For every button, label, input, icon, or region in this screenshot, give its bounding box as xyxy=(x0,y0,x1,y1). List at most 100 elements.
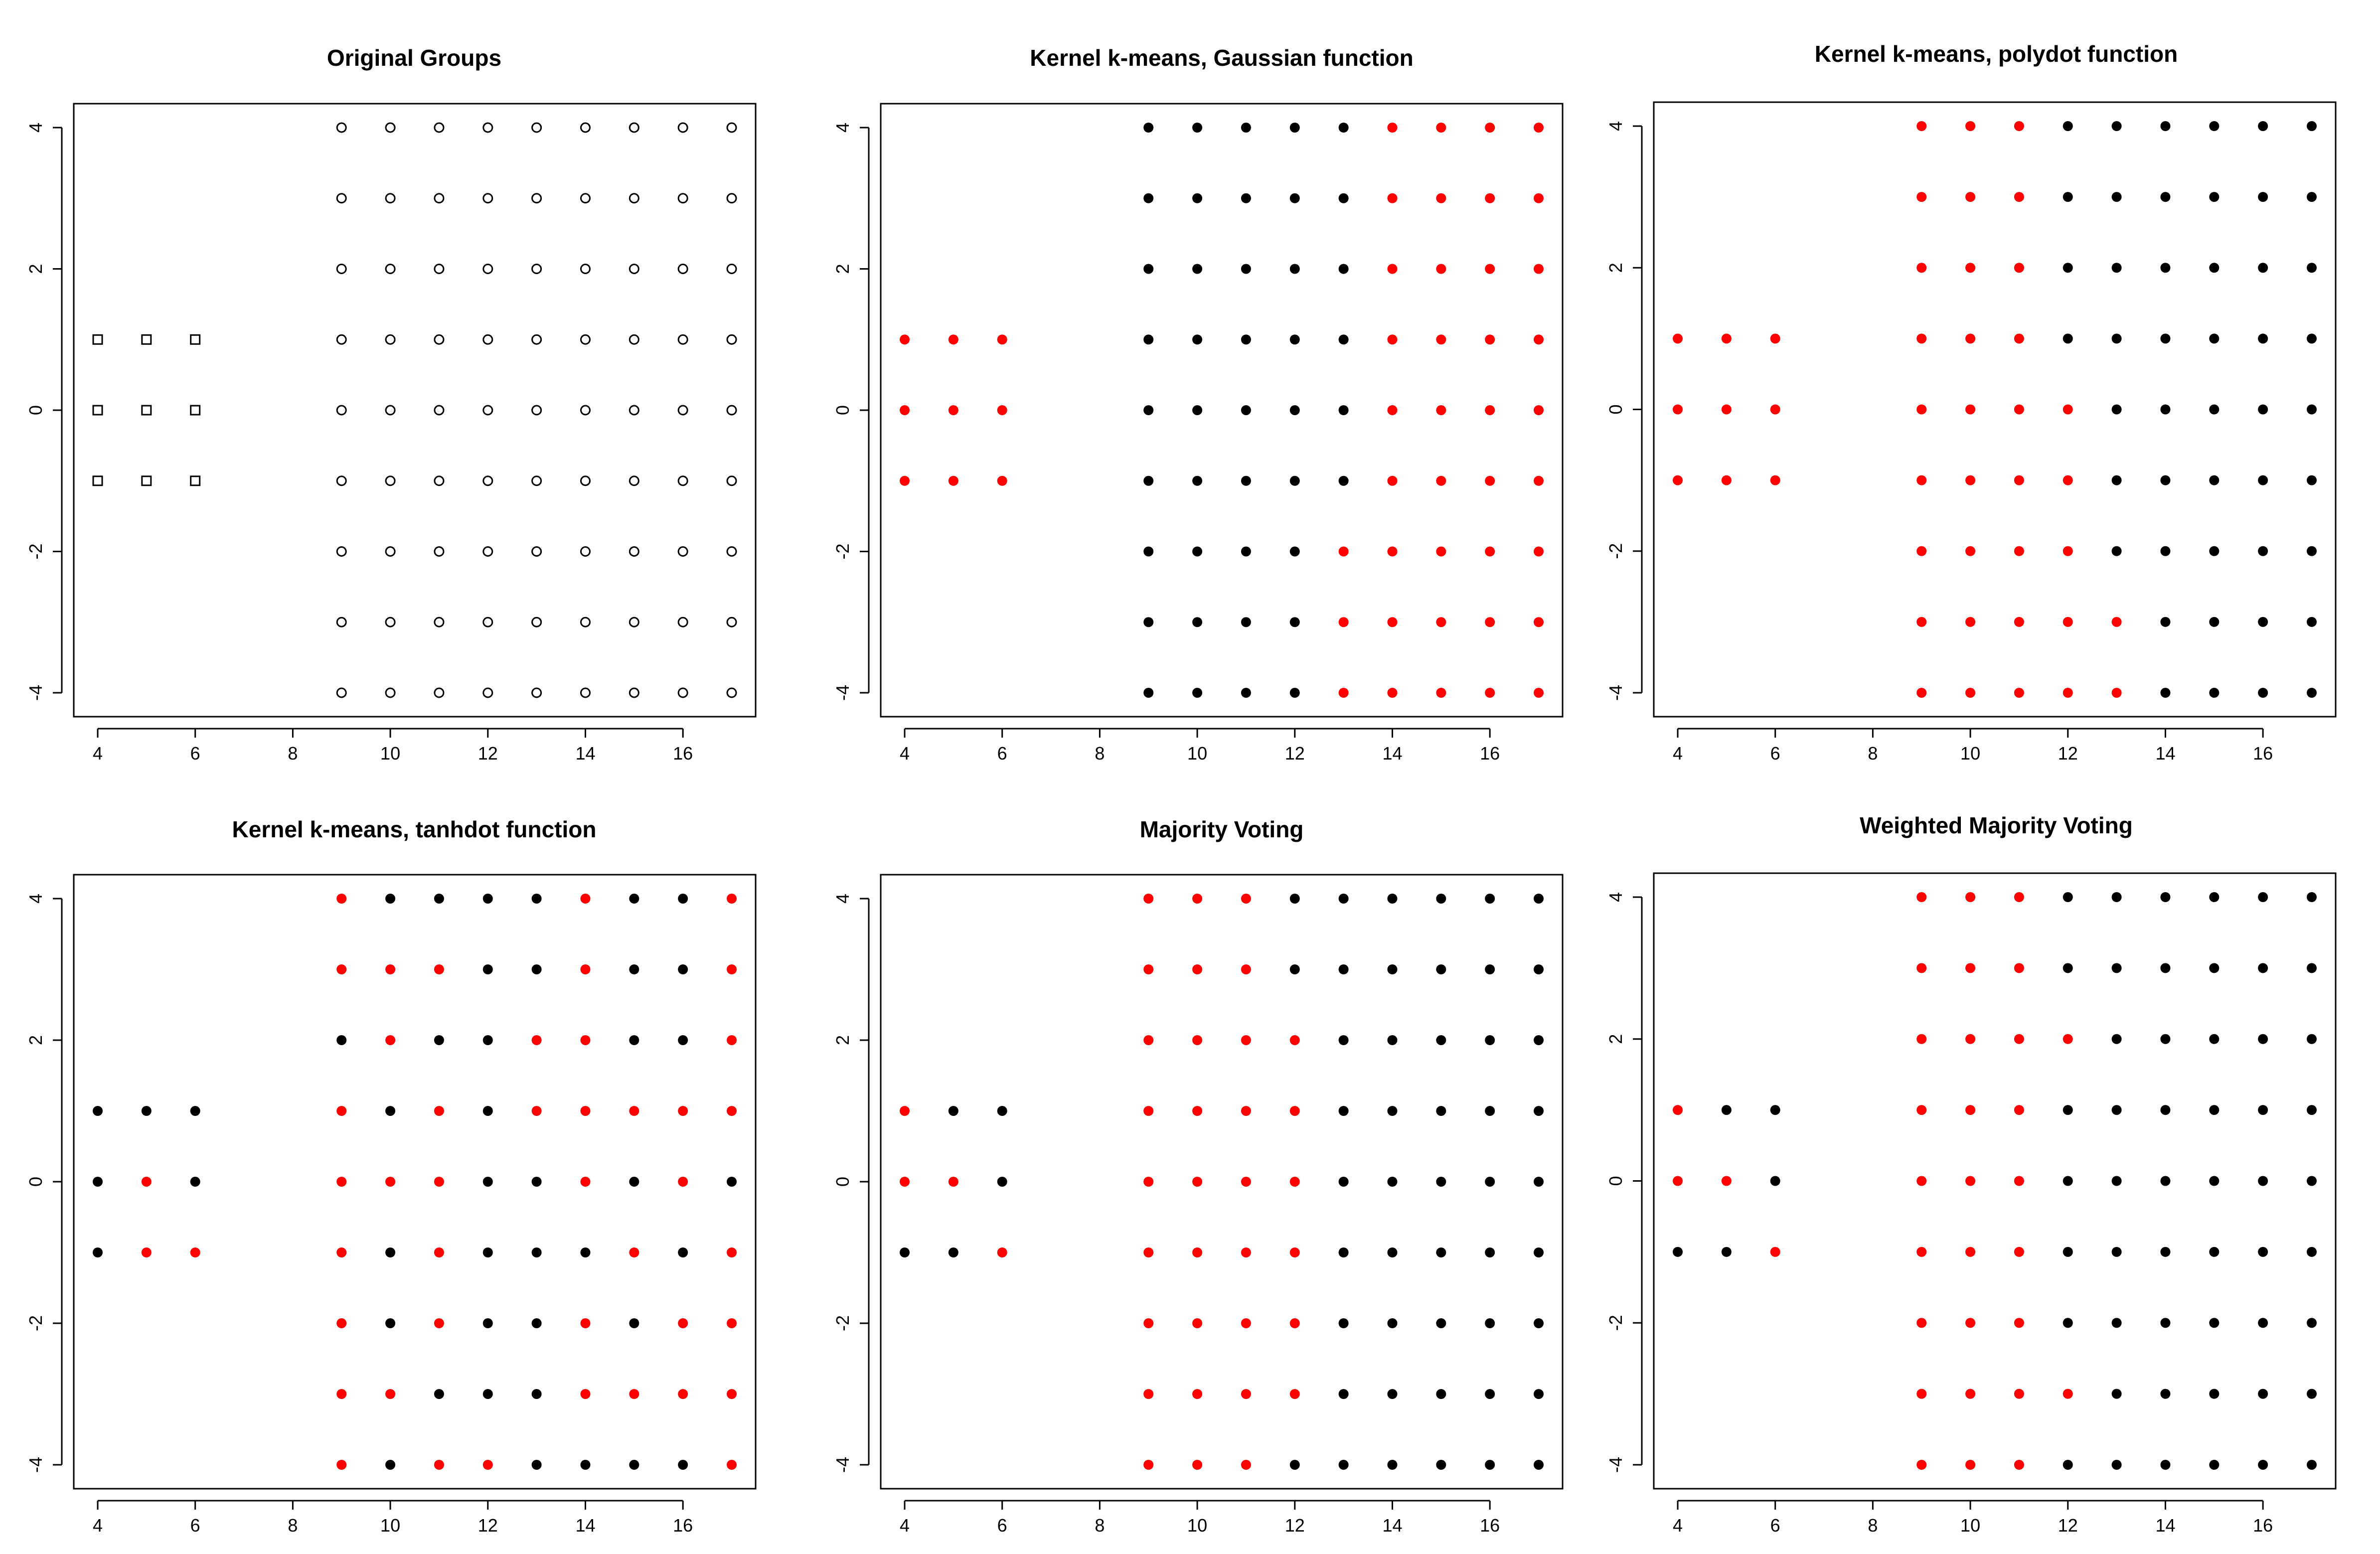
point-red xyxy=(2014,546,2024,556)
point-black xyxy=(2258,1460,2268,1470)
point-circle xyxy=(531,122,542,133)
point-black xyxy=(482,1035,493,1045)
point-black xyxy=(678,1247,688,1257)
point-black xyxy=(2111,1246,2122,1257)
point-red xyxy=(385,1035,396,1045)
point-black xyxy=(1534,1389,1544,1399)
y-tick-label: 4 xyxy=(1605,892,1626,902)
point-red xyxy=(900,405,910,415)
point-black xyxy=(2258,1034,2268,1044)
point-black xyxy=(2209,1034,2220,1044)
y-tick-label: -2 xyxy=(832,1315,853,1331)
point-red xyxy=(1965,1318,1976,1328)
point-red xyxy=(678,1177,688,1187)
point-black xyxy=(2160,546,2171,556)
point-red xyxy=(727,1318,737,1328)
point-black xyxy=(1485,1177,1495,1187)
point-red xyxy=(1770,333,1780,344)
point-black xyxy=(1534,1460,1544,1470)
point-red xyxy=(1916,1105,1927,1115)
point-red xyxy=(1965,404,1976,415)
point-black xyxy=(141,1106,152,1116)
x-tick-label: 8 xyxy=(1868,743,1878,764)
point-circle xyxy=(434,546,445,557)
point-black xyxy=(1289,264,1300,274)
point-black xyxy=(629,1460,639,1470)
panel-4: Kernel k-means, tanhdot function 4 6 8 10 12 1… xyxy=(25,816,757,1536)
y-tick-label: -4 xyxy=(832,1457,853,1473)
y-tick-label: 2 xyxy=(1605,263,1626,273)
y-tick-label: 4 xyxy=(1605,121,1626,131)
point-black xyxy=(1289,405,1300,415)
point-red xyxy=(1289,1035,1300,1045)
point-red xyxy=(1673,404,1683,415)
point-black xyxy=(1485,894,1495,904)
point-red xyxy=(1436,334,1446,345)
point-black xyxy=(1241,546,1251,557)
point-circle xyxy=(482,617,493,627)
x-tick-label: 16 xyxy=(2253,1515,2273,1536)
point-circle xyxy=(726,405,737,416)
point-red xyxy=(385,1177,396,1187)
point-red xyxy=(1485,546,1495,557)
point-black xyxy=(1387,1247,1398,1257)
point-circle xyxy=(385,405,396,416)
x-tick-label: 8 xyxy=(1095,743,1105,764)
point-red xyxy=(1916,192,1927,202)
point-circle xyxy=(726,617,737,627)
point-red xyxy=(2014,892,2024,902)
point-red xyxy=(727,1035,737,1045)
point-black xyxy=(2160,1389,2171,1399)
point-circle xyxy=(434,122,445,133)
point-red xyxy=(1965,1105,1976,1115)
point-circle xyxy=(580,475,591,486)
point-circle xyxy=(385,122,396,133)
point-black xyxy=(2160,333,2171,344)
point-circle xyxy=(677,405,688,416)
point-red xyxy=(727,1106,737,1116)
point-black xyxy=(1338,964,1349,974)
point-red xyxy=(2063,546,2073,556)
point-red xyxy=(1192,894,1203,904)
point-black xyxy=(1534,894,1544,904)
point-red xyxy=(1143,1389,1154,1399)
point-circle xyxy=(434,334,445,345)
point-red xyxy=(1916,333,1927,344)
point-black xyxy=(93,1177,103,1187)
x-tick-label: 12 xyxy=(478,1515,498,1536)
point-red xyxy=(1916,688,1927,698)
point-black xyxy=(1436,1035,1446,1045)
point-red xyxy=(1387,123,1398,133)
point-red xyxy=(1965,963,1976,973)
point-red xyxy=(1965,688,1976,698)
point-black xyxy=(2160,617,2171,627)
point-circle xyxy=(580,617,591,627)
point-red xyxy=(1965,333,1976,344)
point-red xyxy=(1143,1247,1154,1257)
plot-frame xyxy=(1653,872,2337,1490)
x-tick-label: 4 xyxy=(1673,743,1683,764)
point-square xyxy=(190,405,201,416)
point-black xyxy=(434,1389,444,1399)
point-circle xyxy=(629,475,639,486)
x-tick-label: 10 xyxy=(1960,743,1980,764)
point-circle xyxy=(385,264,396,274)
point-black xyxy=(678,894,688,904)
y-tick-label: 4 xyxy=(25,123,46,133)
point-black xyxy=(2258,404,2268,415)
point-red xyxy=(678,1389,688,1399)
point-black xyxy=(531,894,542,904)
point-black xyxy=(1436,1177,1446,1187)
x-tick-label: 4 xyxy=(1673,1515,1683,1536)
point-circle xyxy=(580,193,591,204)
point-black xyxy=(2111,1105,2122,1115)
point-red xyxy=(1143,1106,1154,1116)
point-black xyxy=(948,1247,958,1257)
y-tick-label: 0 xyxy=(832,1177,853,1187)
point-black xyxy=(1338,193,1349,203)
point-black xyxy=(2160,1246,2171,1257)
y-tick-label: -4 xyxy=(25,1457,46,1473)
point-red xyxy=(1534,475,1544,486)
point-red xyxy=(948,1177,958,1187)
point-black xyxy=(531,1177,542,1187)
